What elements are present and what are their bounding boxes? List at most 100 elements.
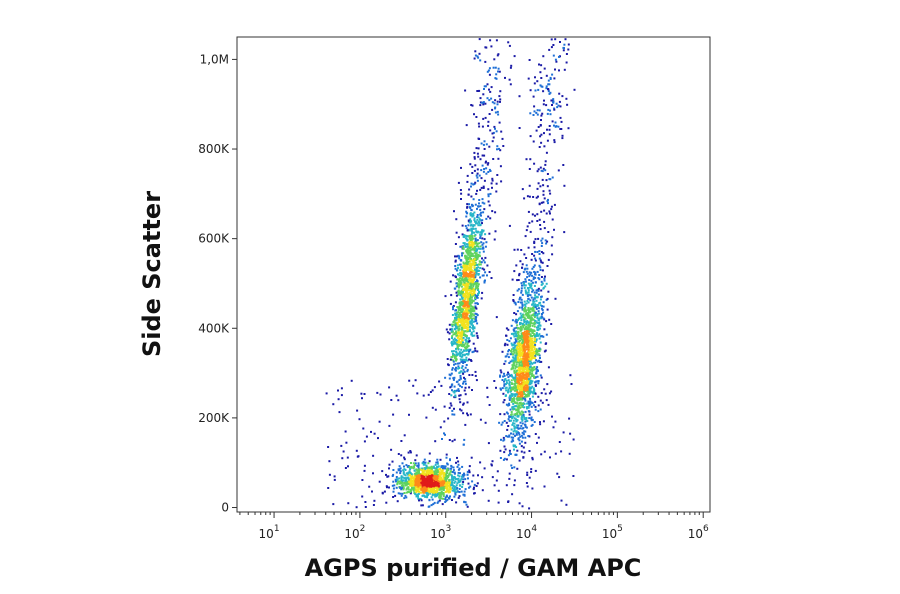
event-dot xyxy=(531,458,534,461)
event-dot xyxy=(452,469,455,472)
event-dot xyxy=(524,235,527,238)
event-dot xyxy=(432,489,435,492)
event-dot xyxy=(417,474,420,477)
event-dot xyxy=(519,354,522,357)
event-dot xyxy=(488,99,491,102)
event-dot xyxy=(503,451,506,454)
event-dot xyxy=(467,326,470,329)
event-dot xyxy=(537,88,540,91)
event-dot xyxy=(508,472,511,475)
event-dot xyxy=(470,331,473,334)
event-dot xyxy=(502,458,505,461)
event-dot xyxy=(546,185,549,188)
event-dot xyxy=(537,326,540,329)
event-dot xyxy=(467,321,470,324)
event-dot xyxy=(540,141,543,144)
event-dot xyxy=(473,486,475,489)
event-dot xyxy=(538,312,541,315)
event-dot xyxy=(461,338,464,340)
event-dot xyxy=(403,497,406,500)
event-dot xyxy=(522,314,525,317)
event-dot xyxy=(453,337,456,340)
event-dot xyxy=(477,289,479,291)
event-dot xyxy=(539,124,542,127)
event-dot xyxy=(524,384,527,387)
event-dot xyxy=(512,419,515,422)
event-dot xyxy=(471,263,474,266)
event-dot xyxy=(539,374,542,377)
event-dot xyxy=(528,392,531,395)
event-dot xyxy=(548,318,551,321)
event-dot xyxy=(534,273,537,276)
event-dot xyxy=(468,465,471,468)
event-dot xyxy=(466,229,469,232)
event-dot xyxy=(534,311,537,314)
event-dot xyxy=(534,294,537,297)
event-dot xyxy=(536,317,539,319)
event-dot xyxy=(536,304,539,307)
event-dot xyxy=(529,135,532,138)
event-dot xyxy=(465,215,468,218)
event-dot xyxy=(514,301,517,304)
event-dot xyxy=(347,502,350,505)
event-dot xyxy=(421,489,424,492)
event-dot xyxy=(534,348,536,351)
event-dot xyxy=(438,476,441,479)
event-dot xyxy=(419,486,422,489)
event-dot xyxy=(480,177,483,180)
event-dot xyxy=(428,452,431,455)
event-dot xyxy=(480,230,483,233)
event-dot xyxy=(421,480,424,483)
event-dot xyxy=(509,374,512,377)
event-dot xyxy=(347,465,349,468)
event-dot xyxy=(497,157,500,160)
event-dot xyxy=(535,295,538,298)
event-dot xyxy=(420,477,423,480)
event-dot xyxy=(434,472,437,475)
event-dot xyxy=(527,321,530,324)
event-dot xyxy=(356,455,359,458)
event-dot xyxy=(479,208,482,211)
event-dot xyxy=(539,317,542,320)
event-dot xyxy=(553,228,555,231)
event-dot xyxy=(530,366,532,369)
event-dot xyxy=(506,412,509,415)
event-dot xyxy=(451,477,454,480)
event-dot xyxy=(528,168,531,170)
event-dot xyxy=(471,262,473,265)
event-dot xyxy=(416,476,419,479)
event-dot xyxy=(511,417,514,420)
event-dot xyxy=(539,269,542,271)
event-dot xyxy=(401,492,404,495)
event-dot xyxy=(465,312,468,315)
event-dot xyxy=(388,467,390,470)
event-dot xyxy=(538,302,541,305)
event-dot xyxy=(503,374,506,377)
event-dot xyxy=(478,290,480,293)
event-dot xyxy=(559,41,561,43)
event-dot xyxy=(458,319,461,322)
event-dot xyxy=(457,348,460,351)
event-dot xyxy=(455,334,458,337)
event-dot xyxy=(512,333,515,336)
event-dot xyxy=(526,387,529,390)
event-dot xyxy=(455,319,458,322)
event-dot xyxy=(568,452,571,455)
event-dot xyxy=(441,478,444,481)
event-dot xyxy=(483,268,486,271)
event-dot xyxy=(564,38,567,41)
event-dot xyxy=(462,246,465,249)
event-dot xyxy=(462,473,465,476)
event-dot xyxy=(477,147,480,150)
event-dot xyxy=(420,467,423,470)
event-dot xyxy=(505,484,508,487)
event-dot xyxy=(479,213,482,216)
event-dot xyxy=(468,285,471,288)
event-dot xyxy=(414,473,417,476)
event-dot xyxy=(431,406,434,409)
event-dot xyxy=(541,269,544,272)
event-dot xyxy=(462,368,465,371)
event-dot xyxy=(545,87,548,90)
event-dot xyxy=(482,185,485,188)
event-dot xyxy=(443,405,446,408)
